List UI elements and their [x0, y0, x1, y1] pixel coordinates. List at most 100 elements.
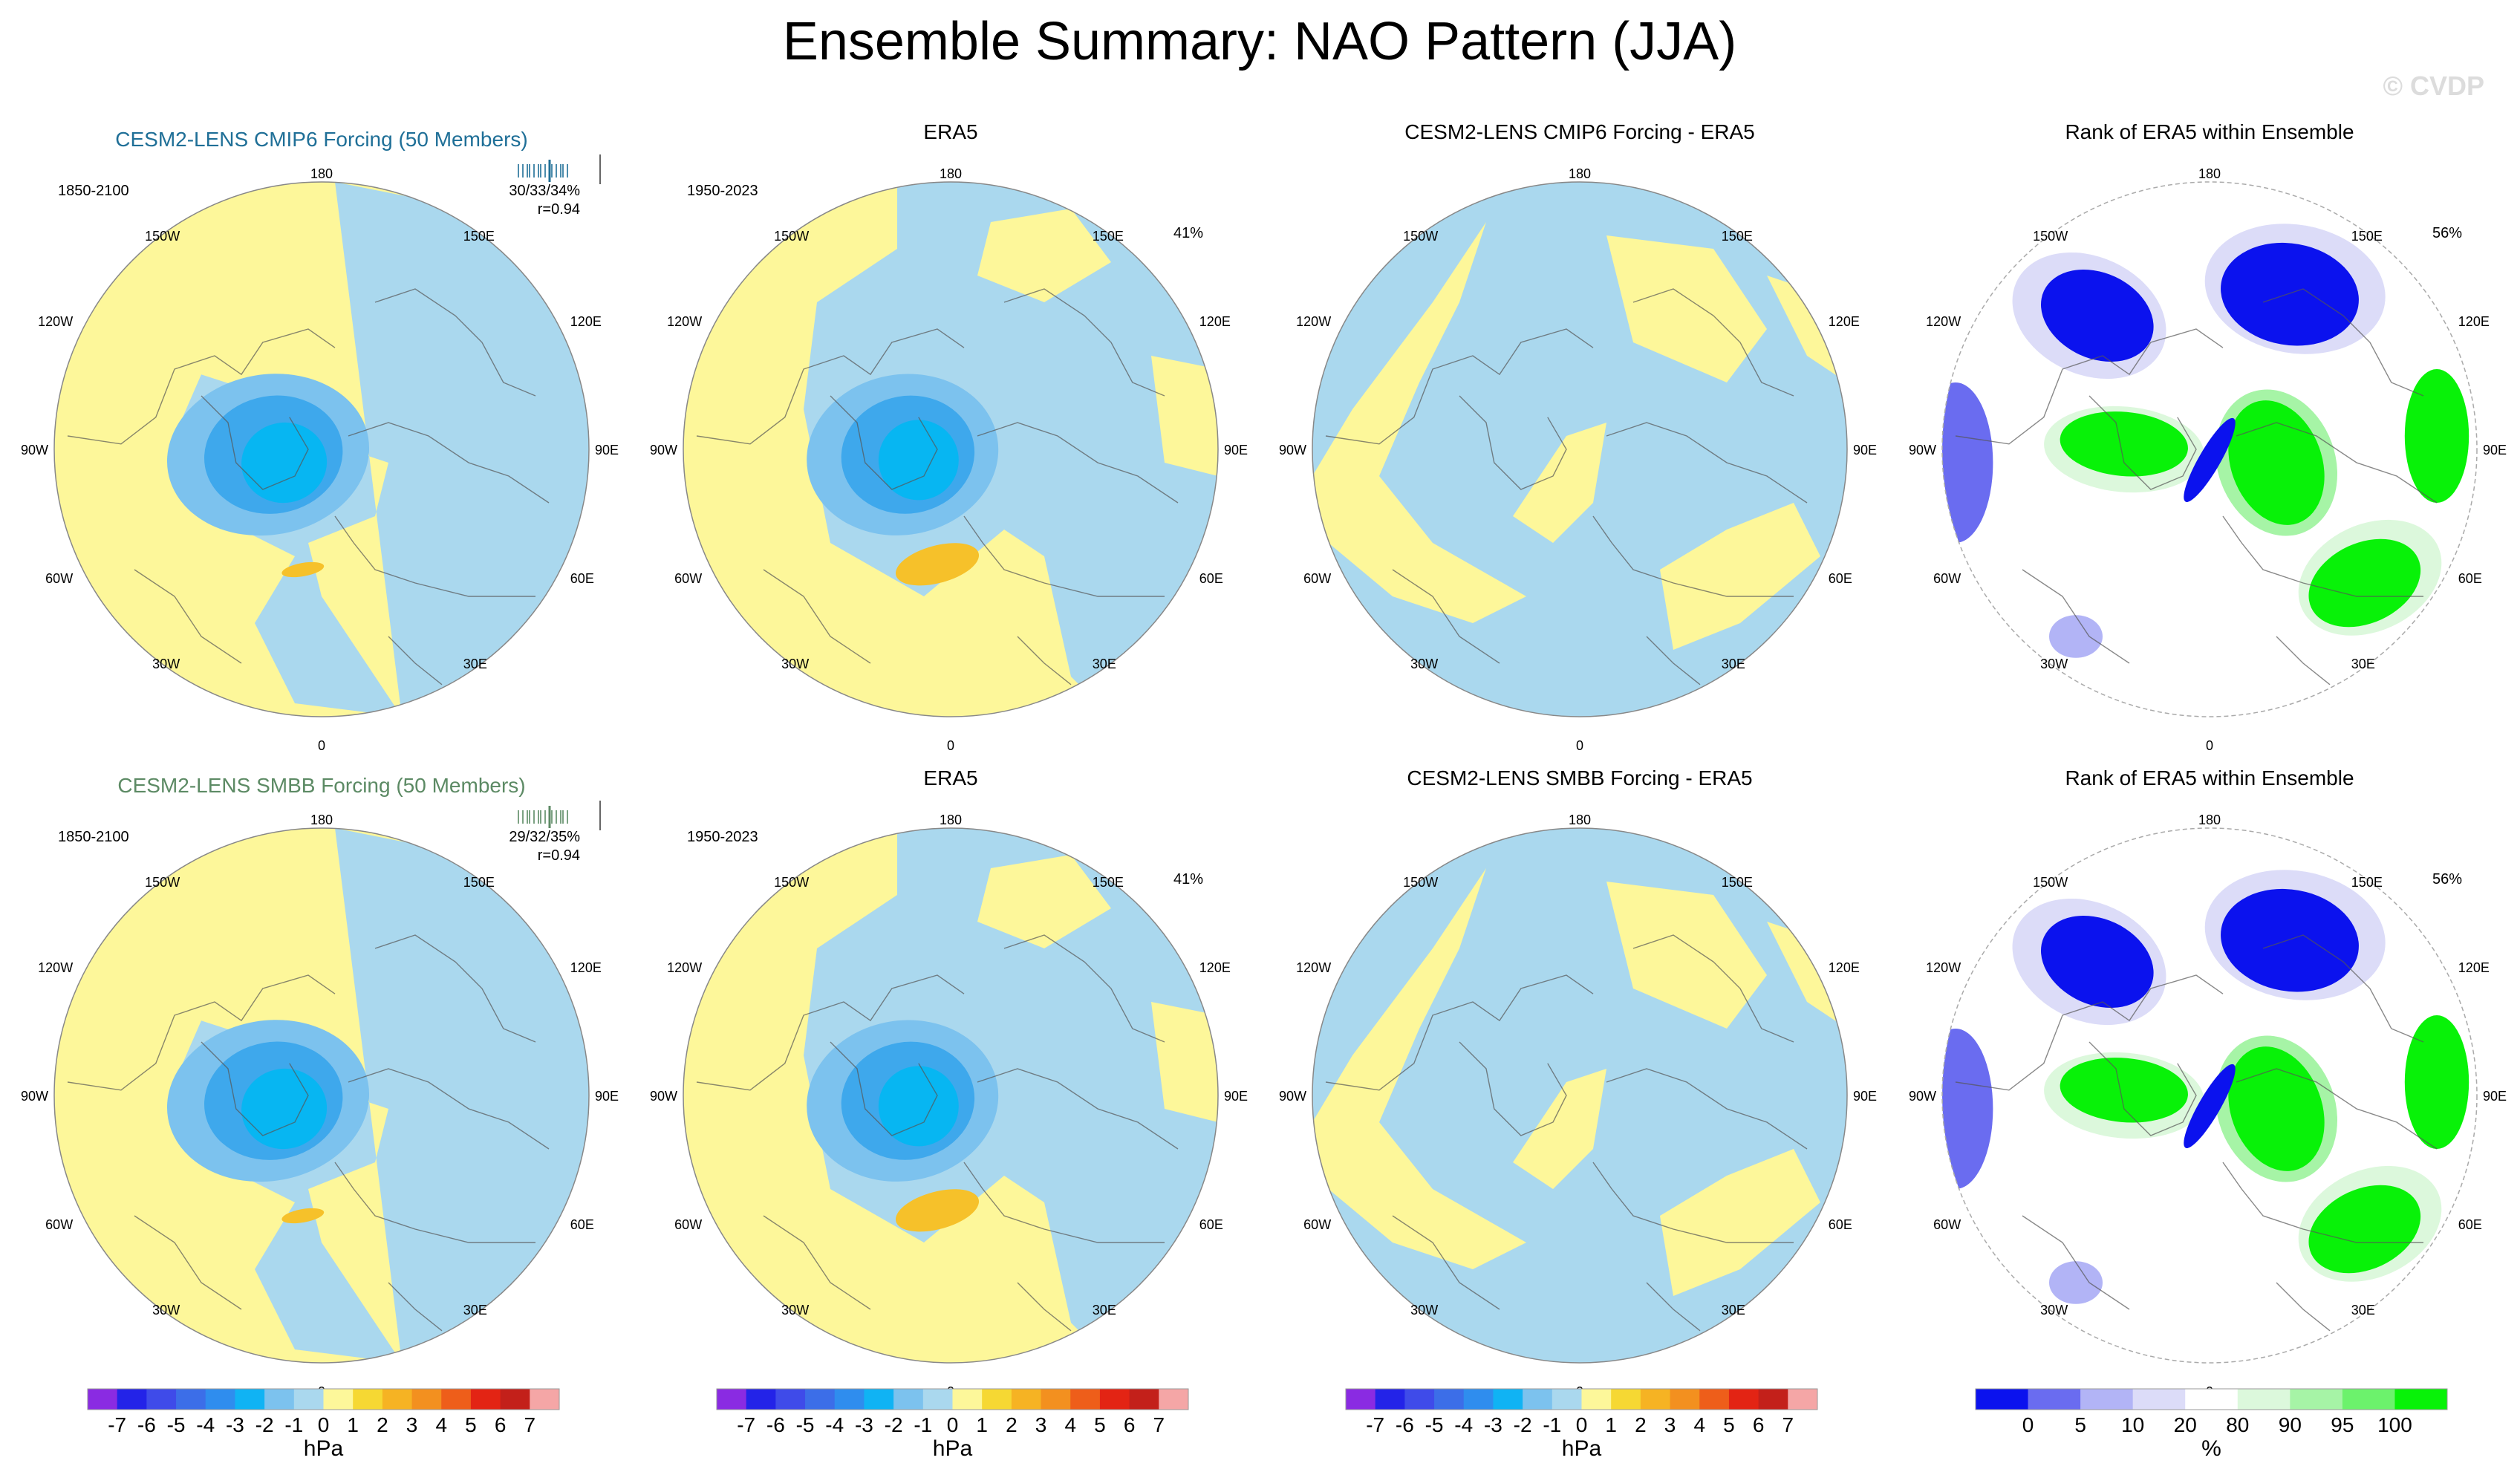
panel-stats: 29/32/35%: [509, 829, 580, 845]
colorbar-swatch: [382, 1389, 413, 1410]
colorbar-tick-label: -5: [1425, 1413, 1444, 1436]
coastline: [134, 1215, 242, 1310]
lon-label: 90W: [21, 443, 48, 457]
colorbar-tick-label: 3: [1035, 1413, 1047, 1436]
field-positive-region: [1151, 1002, 1218, 1122]
coastline: [1606, 422, 1808, 504]
lon-label: 150E: [2351, 875, 2383, 890]
lon-label: 150E: [1093, 875, 1124, 890]
lon-label: 150W: [2033, 229, 2068, 244]
colorbar-tick-label: -1: [1543, 1413, 1561, 1436]
lon-label: 60E: [570, 571, 594, 586]
field-negative-region: [175, 828, 589, 1363]
coastline: [334, 1162, 535, 1243]
rank-high-region: [2060, 1058, 2188, 1123]
colorbar-swatch: [1375, 1389, 1405, 1410]
panel-title: Rank of ERA5 within Ensemble: [2065, 766, 2354, 789]
rank-low-region: [2041, 269, 2154, 362]
colorbar-tick-label: 1: [976, 1413, 988, 1436]
colorbar-tick-label: 80: [2226, 1413, 2249, 1436]
lon-label: 120W: [38, 960, 73, 975]
panel-correlation: r=0.94: [538, 847, 580, 864]
lon-label: 120E: [1199, 960, 1231, 975]
panel-row1-col1: CESM2-LENS CMIP6 Forcing (50 Members) 185…: [21, 128, 619, 753]
map-boundary: [1312, 181, 1848, 717]
coastline: [388, 636, 443, 685]
lon-label: 180: [940, 166, 962, 181]
lon-label: 30E: [1722, 657, 1745, 671]
coastline: [2022, 1215, 2130, 1310]
colorbar-swatch: [323, 1389, 354, 1410]
coastline: [1606, 1068, 1808, 1150]
lon-label: 30W: [781, 657, 809, 671]
coastline: [374, 934, 536, 1043]
field-positive-region: [1660, 1149, 1820, 1296]
field-positive-region: [1660, 503, 1820, 650]
colorbar-swatch: [805, 1389, 836, 1410]
colorbar-2: -7 -6 -5 -4 -3 -2 -1 0 1 2 3 4 5 6 7 hPa: [716, 1388, 1189, 1461]
colorbar-swatch: [1434, 1389, 1465, 1410]
lon-label: 120W: [1296, 960, 1331, 975]
colorbar-swatch: [775, 1389, 806, 1410]
colorbar-tick-label: 3: [406, 1413, 418, 1436]
field-positive-region: [1312, 222, 1526, 623]
panel-period: 1850-2100: [58, 183, 129, 199]
lon-label: 60W: [1933, 571, 1961, 586]
coastline: [2236, 1068, 2438, 1150]
coastline: [1459, 395, 1567, 490]
coastline: [977, 1068, 1179, 1150]
panel-title: ERA5: [923, 766, 977, 789]
coastline: [1392, 569, 1500, 664]
map-boundary: [53, 827, 590, 1364]
lon-label: 120W: [1926, 960, 1961, 975]
positive-contour: [281, 1208, 325, 1224]
field-positive-region: [977, 209, 1111, 302]
colorbar-tick-label: -1: [284, 1413, 303, 1436]
colorbar-swatch: [1011, 1389, 1042, 1410]
colorbar-swatch: [1611, 1389, 1641, 1410]
coastline: [1592, 515, 1794, 597]
colorbar-tick-label: 7: [1782, 1413, 1794, 1436]
colorbar-tick-label: -3: [855, 1413, 873, 1436]
rank-field: [1942, 828, 2477, 1363]
lon-label: 150E: [2351, 229, 2383, 244]
colorbar-tick-label: -3: [1484, 1413, 1502, 1436]
colorbar-frame: [716, 1388, 1189, 1410]
colorbar-tick-label: 6: [1753, 1413, 1765, 1436]
map-field: [683, 182, 1218, 717]
lon-label: 60E: [1829, 571, 1852, 586]
coastline: [1459, 1041, 1567, 1136]
field-positive-region: [977, 855, 1111, 948]
panel-percent: 41%: [1173, 225, 1203, 241]
coastline: [2262, 288, 2424, 397]
lon-label: 150W: [145, 229, 180, 244]
lon-label: 120W: [667, 314, 702, 329]
colorbar-swatch: [470, 1389, 501, 1410]
colorbar-swatch: [1041, 1389, 1071, 1410]
colorbar-tick-label: 4: [1693, 1413, 1705, 1436]
field-negative-region: [175, 182, 589, 717]
watermark: © CVDP: [2383, 71, 2484, 101]
colorbar-swatch: [530, 1389, 560, 1410]
lon-label: 60W: [45, 1217, 73, 1232]
coastline: [1017, 636, 1072, 685]
coastline: [1646, 636, 1701, 685]
lon-label: 30E: [2351, 1303, 2375, 1318]
field-positive-region: [1513, 423, 1606, 543]
colorbar-swatch: [117, 1389, 147, 1410]
rank-low-region: [2184, 417, 2236, 502]
colorbar-swatch: [922, 1389, 953, 1410]
rank-high-region: [2404, 1015, 2469, 1149]
lon-label: 150E: [463, 875, 495, 890]
coastline: [830, 395, 938, 490]
panel-row2-col3: CESM2-LENS SMBB Forcing - ERA5 180 150W 150…: [1279, 766, 1877, 1399]
lon-label: 30W: [781, 1303, 809, 1318]
lon-label: 90E: [595, 1089, 619, 1104]
coastline: [134, 569, 242, 664]
lon-label: 30W: [1410, 1303, 1438, 1318]
colorbar-tick-label: 1: [347, 1413, 359, 1436]
lon-label: 120E: [570, 960, 602, 975]
map-field: [1312, 828, 1847, 1363]
lon-label: 30E: [1093, 1303, 1116, 1318]
colorbar-4: 0 5 10 20 80 90 95 100%: [1975, 1388, 2448, 1461]
